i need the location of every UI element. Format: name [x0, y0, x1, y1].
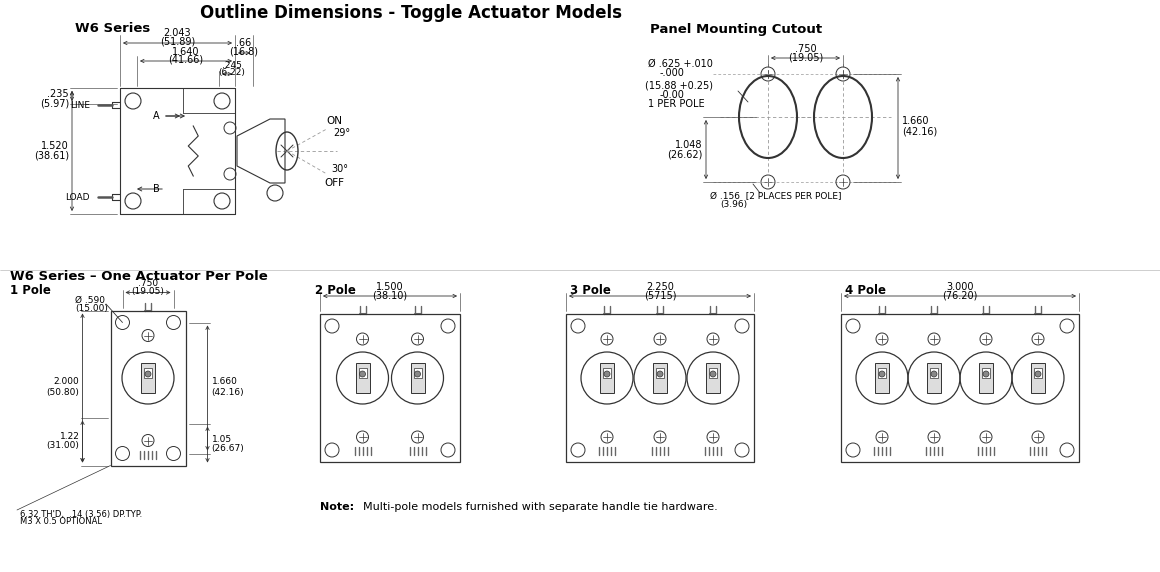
Text: (16.8): (16.8)	[230, 46, 259, 56]
Text: 30°: 30°	[332, 164, 348, 173]
Circle shape	[604, 371, 610, 377]
Text: (76.20): (76.20)	[942, 290, 978, 300]
Text: (19.05): (19.05)	[788, 52, 824, 62]
Bar	[411, 363, 425, 393]
Text: Multi-pole models furnished with separate handle tie hardware.: Multi-pole models furnished with separat…	[363, 502, 718, 512]
Bar	[878, 368, 886, 378]
Text: (38.10): (38.10)	[372, 290, 407, 300]
Bar	[709, 368, 717, 378]
Text: 1.640: 1.640	[172, 47, 200, 57]
Bar	[413, 368, 421, 378]
Bar	[1034, 368, 1042, 378]
Bar	[930, 368, 938, 378]
Text: .235: .235	[48, 89, 68, 99]
Text: 1.500: 1.500	[376, 282, 404, 292]
Bar	[603, 368, 611, 378]
Bar	[144, 368, 152, 378]
Text: 1.048: 1.048	[674, 140, 702, 149]
Text: ON: ON	[326, 116, 342, 126]
Text: -0.00: -0.00	[660, 90, 684, 100]
Bar	[566, 314, 754, 462]
Text: (42.16): (42.16)	[211, 387, 244, 396]
Text: (41.66): (41.66)	[168, 55, 203, 65]
Text: 4 Pole: 4 Pole	[844, 284, 886, 297]
Text: (42.16): (42.16)	[902, 126, 937, 136]
Text: 1.22: 1.22	[59, 432, 80, 441]
Text: 1.660: 1.660	[211, 378, 238, 387]
Text: Note:: Note:	[320, 502, 354, 512]
Text: 2.250: 2.250	[646, 282, 674, 292]
Text: 2.043: 2.043	[164, 28, 191, 38]
Text: (5.97): (5.97)	[39, 98, 68, 108]
Bar	[142, 363, 155, 393]
Bar	[875, 363, 889, 393]
Text: .750: .750	[795, 44, 817, 54]
Circle shape	[360, 371, 365, 377]
Text: 29°: 29°	[333, 128, 350, 138]
Text: (15.88 +0.25): (15.88 +0.25)	[645, 81, 713, 91]
Text: (3.96): (3.96)	[720, 201, 747, 209]
Text: W6 Series – One Actuator Per Pole: W6 Series – One Actuator Per Pole	[10, 269, 268, 283]
Text: 2.000: 2.000	[53, 378, 80, 387]
Text: (19.05): (19.05)	[131, 287, 165, 296]
Text: 1 PER POLE: 1 PER POLE	[648, 99, 704, 109]
Text: .245: .245	[222, 61, 242, 70]
Text: OFF: OFF	[324, 178, 345, 189]
Circle shape	[145, 371, 151, 377]
Circle shape	[879, 371, 885, 377]
Bar	[600, 363, 614, 393]
Text: M3 X 0.5 OPTIONAL: M3 X 0.5 OPTIONAL	[20, 518, 102, 526]
Bar	[358, 368, 367, 378]
Text: .66: .66	[237, 38, 252, 48]
Text: Ø .156  [2 PLACES PER POLE]: Ø .156 [2 PLACES PER POLE]	[710, 193, 841, 201]
Text: LINE: LINE	[70, 101, 90, 109]
Text: (6.22): (6.22)	[218, 69, 246, 77]
Text: -.000: -.000	[660, 68, 684, 78]
Circle shape	[657, 371, 664, 377]
Circle shape	[414, 371, 420, 377]
Text: LOAD: LOAD	[65, 193, 90, 201]
Text: W6 Series: W6 Series	[75, 22, 151, 35]
Circle shape	[931, 371, 937, 377]
Text: Outline Dimensions - Toggle Actuator Models: Outline Dimensions - Toggle Actuator Mod…	[200, 4, 622, 22]
Text: 1.520: 1.520	[42, 141, 68, 151]
Bar	[979, 363, 993, 393]
Text: (50.80): (50.80)	[46, 387, 80, 396]
Text: (26.62): (26.62)	[667, 149, 702, 160]
Text: (51.89): (51.89)	[160, 36, 195, 46]
Bar	[110, 311, 186, 466]
Bar	[983, 368, 989, 378]
Bar	[1031, 363, 1045, 393]
Text: (15.00): (15.00)	[75, 304, 108, 312]
Text: B: B	[153, 184, 160, 194]
Text: Panel Mounting Cutout: Panel Mounting Cutout	[650, 22, 822, 35]
Text: 2 Pole: 2 Pole	[316, 284, 356, 297]
Circle shape	[710, 371, 716, 377]
Circle shape	[983, 371, 989, 377]
Circle shape	[1035, 371, 1041, 377]
Text: 3.000: 3.000	[947, 282, 973, 292]
Text: (5715): (5715)	[644, 290, 676, 300]
Text: .750: .750	[138, 279, 158, 288]
Bar	[841, 314, 1079, 462]
Bar	[653, 363, 667, 393]
Text: 3 Pole: 3 Pole	[570, 284, 611, 297]
Text: Ø .590: Ø .590	[75, 296, 106, 304]
Bar	[355, 363, 370, 393]
Bar	[706, 363, 720, 393]
Text: Ø .625 +.010: Ø .625 +.010	[648, 59, 713, 69]
Bar	[657, 368, 664, 378]
Text: (26.67): (26.67)	[211, 444, 245, 453]
Text: 1.660: 1.660	[902, 116, 929, 126]
Text: (31.00): (31.00)	[46, 441, 80, 450]
Text: 6.32 TH'D,  .14 (3.56) DP.TYP.: 6.32 TH'D, .14 (3.56) DP.TYP.	[20, 510, 143, 518]
Bar	[927, 363, 941, 393]
Text: A: A	[153, 111, 160, 121]
Bar	[320, 314, 461, 462]
Text: 1 Pole: 1 Pole	[10, 284, 51, 297]
Text: (38.61): (38.61)	[34, 151, 68, 161]
Text: 1.05: 1.05	[211, 435, 232, 444]
